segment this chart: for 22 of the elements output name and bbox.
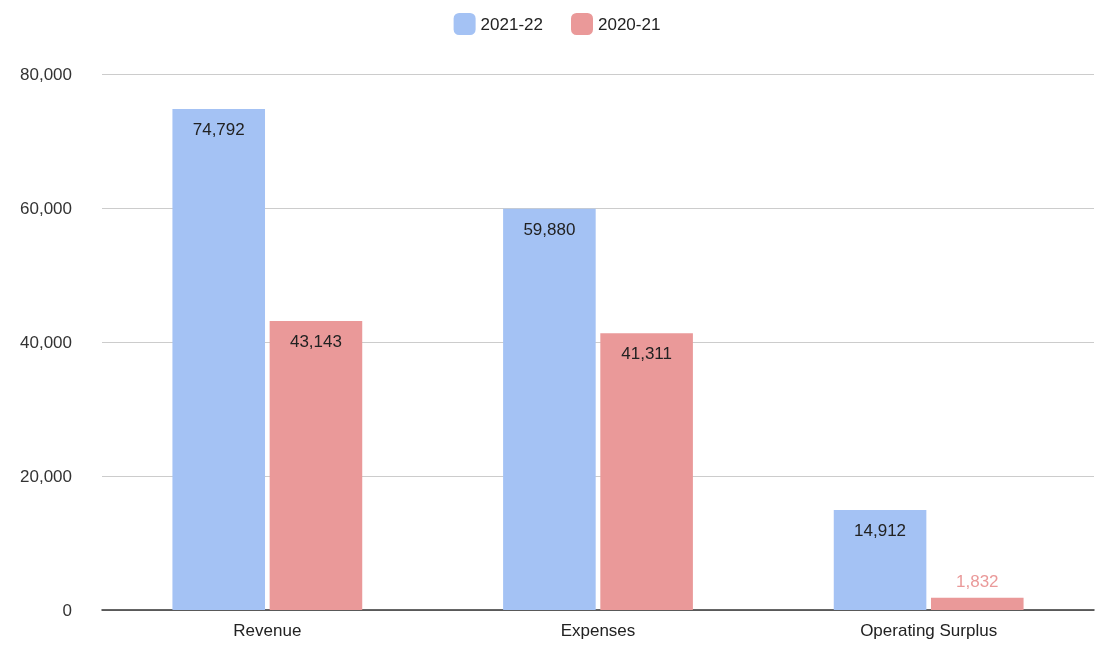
y-tick-label: 40,000 <box>20 332 72 352</box>
x-tick-label: Expenses <box>560 621 636 640</box>
legend-label: 2020-21 <box>598 14 661 34</box>
x-tick-label: Revenue <box>233 621 302 640</box>
bar <box>269 320 363 610</box>
data-label: 14,912 <box>854 521 907 541</box>
data-label: 1,832 <box>956 571 999 591</box>
y-tick-label: 60,000 <box>20 198 72 218</box>
legend-label: 2021-22 <box>480 14 543 34</box>
y-tick-label: 80,000 <box>20 64 72 84</box>
data-label: 41,311 <box>621 344 672 364</box>
y-tick-label: 0 <box>62 600 72 620</box>
data-label: 59,880 <box>523 219 576 239</box>
bar <box>600 333 693 610</box>
bar <box>172 108 266 610</box>
x-tick-label: Operating Surplus <box>860 621 998 640</box>
data-label: 43,143 <box>289 331 342 351</box>
bar <box>833 510 927 610</box>
y-tick-label: 20,000 <box>20 466 72 486</box>
bar <box>930 597 1024 610</box>
data-label: 74,792 <box>192 119 245 139</box>
bar <box>503 208 596 610</box>
